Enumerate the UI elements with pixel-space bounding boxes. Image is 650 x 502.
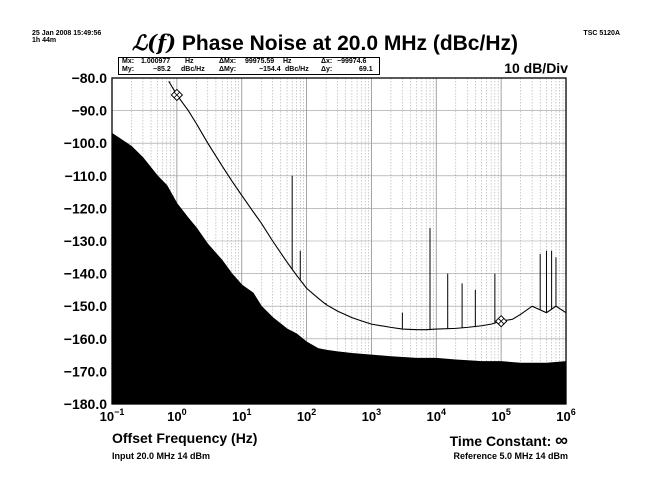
dmx-value: 99975.59 — [245, 58, 275, 65]
my-label: My: — [122, 66, 135, 73]
y-tick-label: −180.0 — [64, 396, 107, 412]
my-unit: dBc/Hz — [181, 66, 205, 73]
noise-floor-area — [111, 132, 567, 405]
title-text: Phase Noise at 20.0 MHz (dBc/Hz) — [181, 32, 518, 55]
dmx-unit: Hz — [283, 58, 292, 65]
x-axis-ticks: 10−1 100 101 102 103 104 105 106 — [100, 407, 576, 424]
y-tick-label: −90.0 — [72, 103, 108, 119]
marker-cross — [497, 317, 505, 325]
marker-1 — [170, 88, 184, 102]
dy-value: 69.1 — [359, 66, 373, 73]
y-tick-label: −140.0 — [64, 266, 107, 282]
dmy-value: −154.4 — [259, 66, 281, 73]
dmx-label: ΔMx: — [219, 58, 237, 65]
y-tick-label: −110.0 — [65, 168, 108, 184]
x-tick-label: 104 — [427, 407, 446, 424]
markers — [170, 88, 508, 328]
time-constant-label: Time Constant: — [449, 433, 552, 449]
x-tick-label: 102 — [297, 407, 316, 424]
y-axis-ticks: −80.0 −90.0 −100.0 −110.0 −120.0 −130.0 −140.0… — [64, 70, 107, 412]
dmy-label: ΔMy: — [219, 66, 237, 73]
x-tick-label: 100 — [167, 407, 186, 424]
marker-readout: Mx: 1.000977 Hz My: −85.2 dBc/Hz ΔMx: 99… — [118, 57, 380, 75]
header-date: 25 Jan 2008 15:49:56 — [32, 30, 102, 37]
chart-title: ℒ(f) Phase Noise at 20.0 MHz (dBc/Hz) — [0, 30, 650, 56]
mx-value: 1.000977 — [141, 58, 171, 65]
plot-frame — [111, 77, 567, 405]
x-axis-label: Offset Frequency (Hz) — [112, 430, 258, 446]
dmy-unit: dBc/Hz — [285, 66, 309, 73]
mx-label: Mx: — [122, 58, 135, 65]
header-elapsed: 1h 44m — [32, 37, 57, 44]
dx-value: −99974.6 — [337, 58, 367, 65]
mx-unit: Hz — [185, 58, 194, 65]
x-tick-label: 105 — [491, 407, 510, 424]
y-tick-label: −120.0 — [64, 200, 107, 216]
noise-floor-fill — [111, 132, 567, 405]
title-script: ℒ(f) — [132, 30, 177, 55]
dy-label: Δy: — [321, 66, 333, 73]
time-constant-value: ∞ — [555, 430, 568, 450]
input-info: Input 20.0 MHz 14 dBm — [112, 451, 211, 461]
marker-delta — [494, 314, 508, 328]
y-tick-label: −80.0 — [72, 70, 108, 86]
plot-border — [111, 77, 567, 405]
dx-label: Δx: — [321, 58, 333, 65]
x-tick-label: 106 — [556, 407, 575, 424]
x-tick-label: 103 — [362, 407, 381, 424]
y-tick-label: −150.0 — [64, 298, 107, 314]
time-constant: Time Constant: ∞ — [450, 430, 568, 451]
marker-cross — [173, 91, 181, 99]
y-tick-label: −100.0 — [64, 135, 107, 151]
x-tick-label: 10−1 — [100, 407, 125, 424]
my-value: −85.2 — [153, 66, 171, 73]
x-tick-label: 101 — [232, 407, 251, 424]
y-tick-label: −170.0 — [64, 363, 107, 379]
reference-info: Reference 5.0 MHz 14 dBm — [453, 451, 568, 461]
y-tick-label: −130.0 — [64, 233, 107, 249]
y-tick-label: −160.0 — [64, 331, 107, 347]
spurs — [291, 175, 557, 330]
scale-label: 10 dB/Div — [504, 60, 568, 76]
header-instrument: TSC 5120A — [583, 30, 620, 37]
